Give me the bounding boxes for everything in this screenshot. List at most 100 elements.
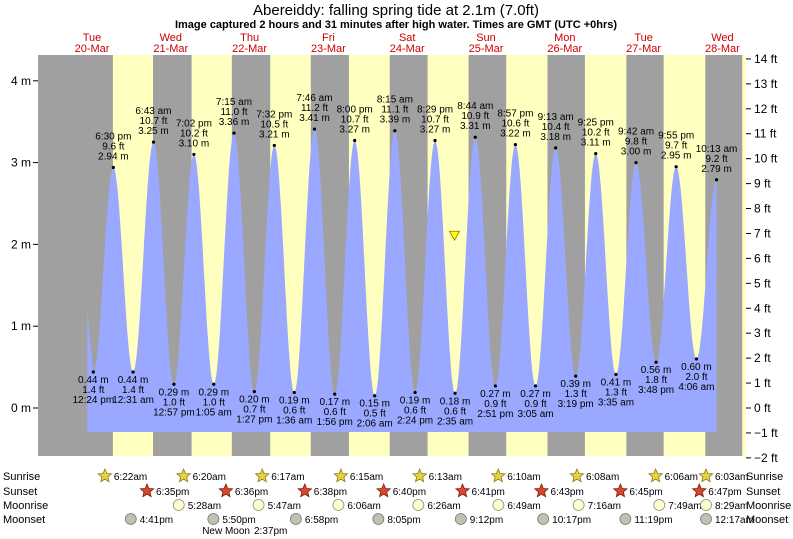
y-right-tick-label: 3 ft (754, 326, 771, 340)
day-date-label: 25-Mar (469, 43, 504, 55)
high-tide-point (232, 131, 236, 135)
low-tide-ft: 1.3 ft (565, 389, 587, 400)
high-tide-time: 7:32 pm (256, 109, 292, 120)
low-tide-point (493, 384, 497, 388)
moonrise-icon (252, 499, 265, 511)
low-tide-m: 0.60 m (681, 362, 712, 373)
y-right-tick-label: 12 ft (754, 102, 778, 116)
high-tide-point (554, 146, 558, 150)
low-tide-point (533, 384, 538, 388)
sunset-icon (691, 482, 707, 498)
moonrise-icon (492, 499, 505, 511)
high-tide-point (111, 165, 115, 170)
sunset-icon (533, 482, 550, 498)
sunset-time: 6:45pm (629, 487, 662, 498)
sunrise-icon (648, 467, 664, 483)
high-tide-point (433, 138, 437, 143)
high-tide-ft: 10.6 ft (501, 119, 529, 130)
moonrise-row-label-right: Moonrise (746, 500, 791, 512)
moonrise-time: 7:16am (588, 501, 621, 512)
high-tide-point (714, 178, 719, 182)
low-tide-ft: 1.0 ft (203, 397, 225, 408)
low-tide-m: 0.44 m (78, 375, 109, 386)
day-date-label: 20-Mar (75, 43, 110, 55)
low-tide-ft: 1.3 ft (605, 387, 627, 398)
low-tide-time: 12:57 pm (153, 407, 195, 418)
day-name-label: Thu (240, 32, 259, 44)
moonrise-time: 8:29am (715, 501, 748, 512)
sunset-icon (612, 482, 628, 498)
y-right-tick-label: 6 ft (754, 251, 771, 265)
sunset-row-label-right: Sunset (746, 486, 780, 498)
moonset-icon (454, 513, 467, 525)
high-tide-time: 9:25 pm (578, 118, 614, 129)
low-tide-point (373, 394, 377, 398)
high-tide-ft: 11.0 ft (220, 107, 247, 118)
high-tide-time: 8:00 pm (337, 105, 373, 116)
high-tide-m: 3.31 m (460, 121, 491, 132)
high-tide-ft: 9.7 ft (665, 141, 687, 152)
sunrise-time: 6:22am (114, 472, 147, 483)
high-tide-ft: 11.2 ft (301, 103, 328, 114)
high-tide-m: 3.39 m (380, 115, 411, 126)
sunrise-icon (97, 467, 113, 483)
moonset-time: 9:12pm (470, 515, 503, 526)
high-tide-point (594, 152, 598, 156)
high-tide-ft: 10.4 ft (542, 122, 570, 133)
high-tide-m: 3.21 m (259, 129, 290, 140)
low-tide-m: 0.29 m (159, 387, 190, 398)
chart-title: Abereiddy: falling spring tide at 2.1m (… (253, 2, 539, 19)
low-tide-time: 1:05 am (196, 407, 232, 418)
sunset-time: 6:43pm (550, 487, 583, 498)
day-name-label: Tue (634, 32, 653, 44)
moonset-icon (289, 513, 302, 525)
y-left-tick-label: 2 m (11, 237, 31, 251)
moonset-icon (700, 513, 712, 525)
low-tide-m: 0.41 m (601, 377, 632, 388)
moonrise-row-label-left: Moonrise (3, 500, 48, 512)
y-right-tick-label: 1 ft (754, 376, 771, 390)
day-date-label: 22-Mar (232, 43, 267, 55)
sunrise-icon (698, 467, 714, 483)
low-tide-ft: 0.5 ft (364, 409, 386, 420)
day-date-label: 27-Mar (626, 43, 661, 55)
moonrise-icon (412, 499, 425, 511)
low-tide-ft: 1.4 ft (82, 385, 104, 396)
low-tide-point (453, 391, 457, 395)
low-tide-m: 0.39 m (560, 379, 591, 390)
high-tide-m: 3.36 m (219, 117, 250, 128)
sunset-icon (218, 482, 234, 498)
daylight-band (742, 55, 746, 456)
high-tide-point (634, 161, 638, 165)
sunrise-time: 6:03am (715, 472, 748, 483)
low-tide-ft: 0.9 ft (524, 399, 546, 410)
sunrise-icon (254, 467, 270, 483)
low-tide-point (614, 372, 618, 377)
y-right-tick-label: −2 ft (754, 451, 778, 465)
high-tide-time: 8:44 am (457, 101, 493, 112)
day-name-label: Fri (322, 32, 335, 44)
low-tide-point (654, 360, 658, 364)
low-tide-time: 3:35 am (598, 397, 634, 408)
high-tide-m: 3.22 m (500, 129, 531, 140)
high-tide-m: 3.11 m (581, 138, 611, 149)
day-date-label: 26-Mar (547, 43, 582, 55)
low-tide-point (252, 390, 256, 394)
low-tide-point (333, 392, 337, 396)
high-tide-m: 3.10 m (179, 138, 210, 149)
low-tide-ft: 0.6 ft (283, 405, 305, 416)
low-tide-time: 12:31 am (112, 395, 154, 406)
sunrise-icon (412, 467, 428, 483)
sunrise-icon (490, 467, 506, 483)
moonset-icon (537, 513, 550, 525)
sunrise-row-label-right: Sunrise (746, 471, 783, 483)
y-right-tick-label: 7 ft (754, 226, 771, 240)
high-tide-ft: 11.1 ft (381, 105, 408, 116)
moonrise-icon (332, 499, 345, 511)
low-tide-ft: 0.6 ft (404, 405, 426, 416)
day-date-label: 28-Mar (705, 43, 740, 55)
y-right-tick-label: 11 ft (754, 127, 777, 141)
moonrise-icon (700, 499, 712, 511)
high-tide-m: 2.94 m (98, 152, 129, 163)
sunset-time: 6:47pm (708, 487, 741, 498)
